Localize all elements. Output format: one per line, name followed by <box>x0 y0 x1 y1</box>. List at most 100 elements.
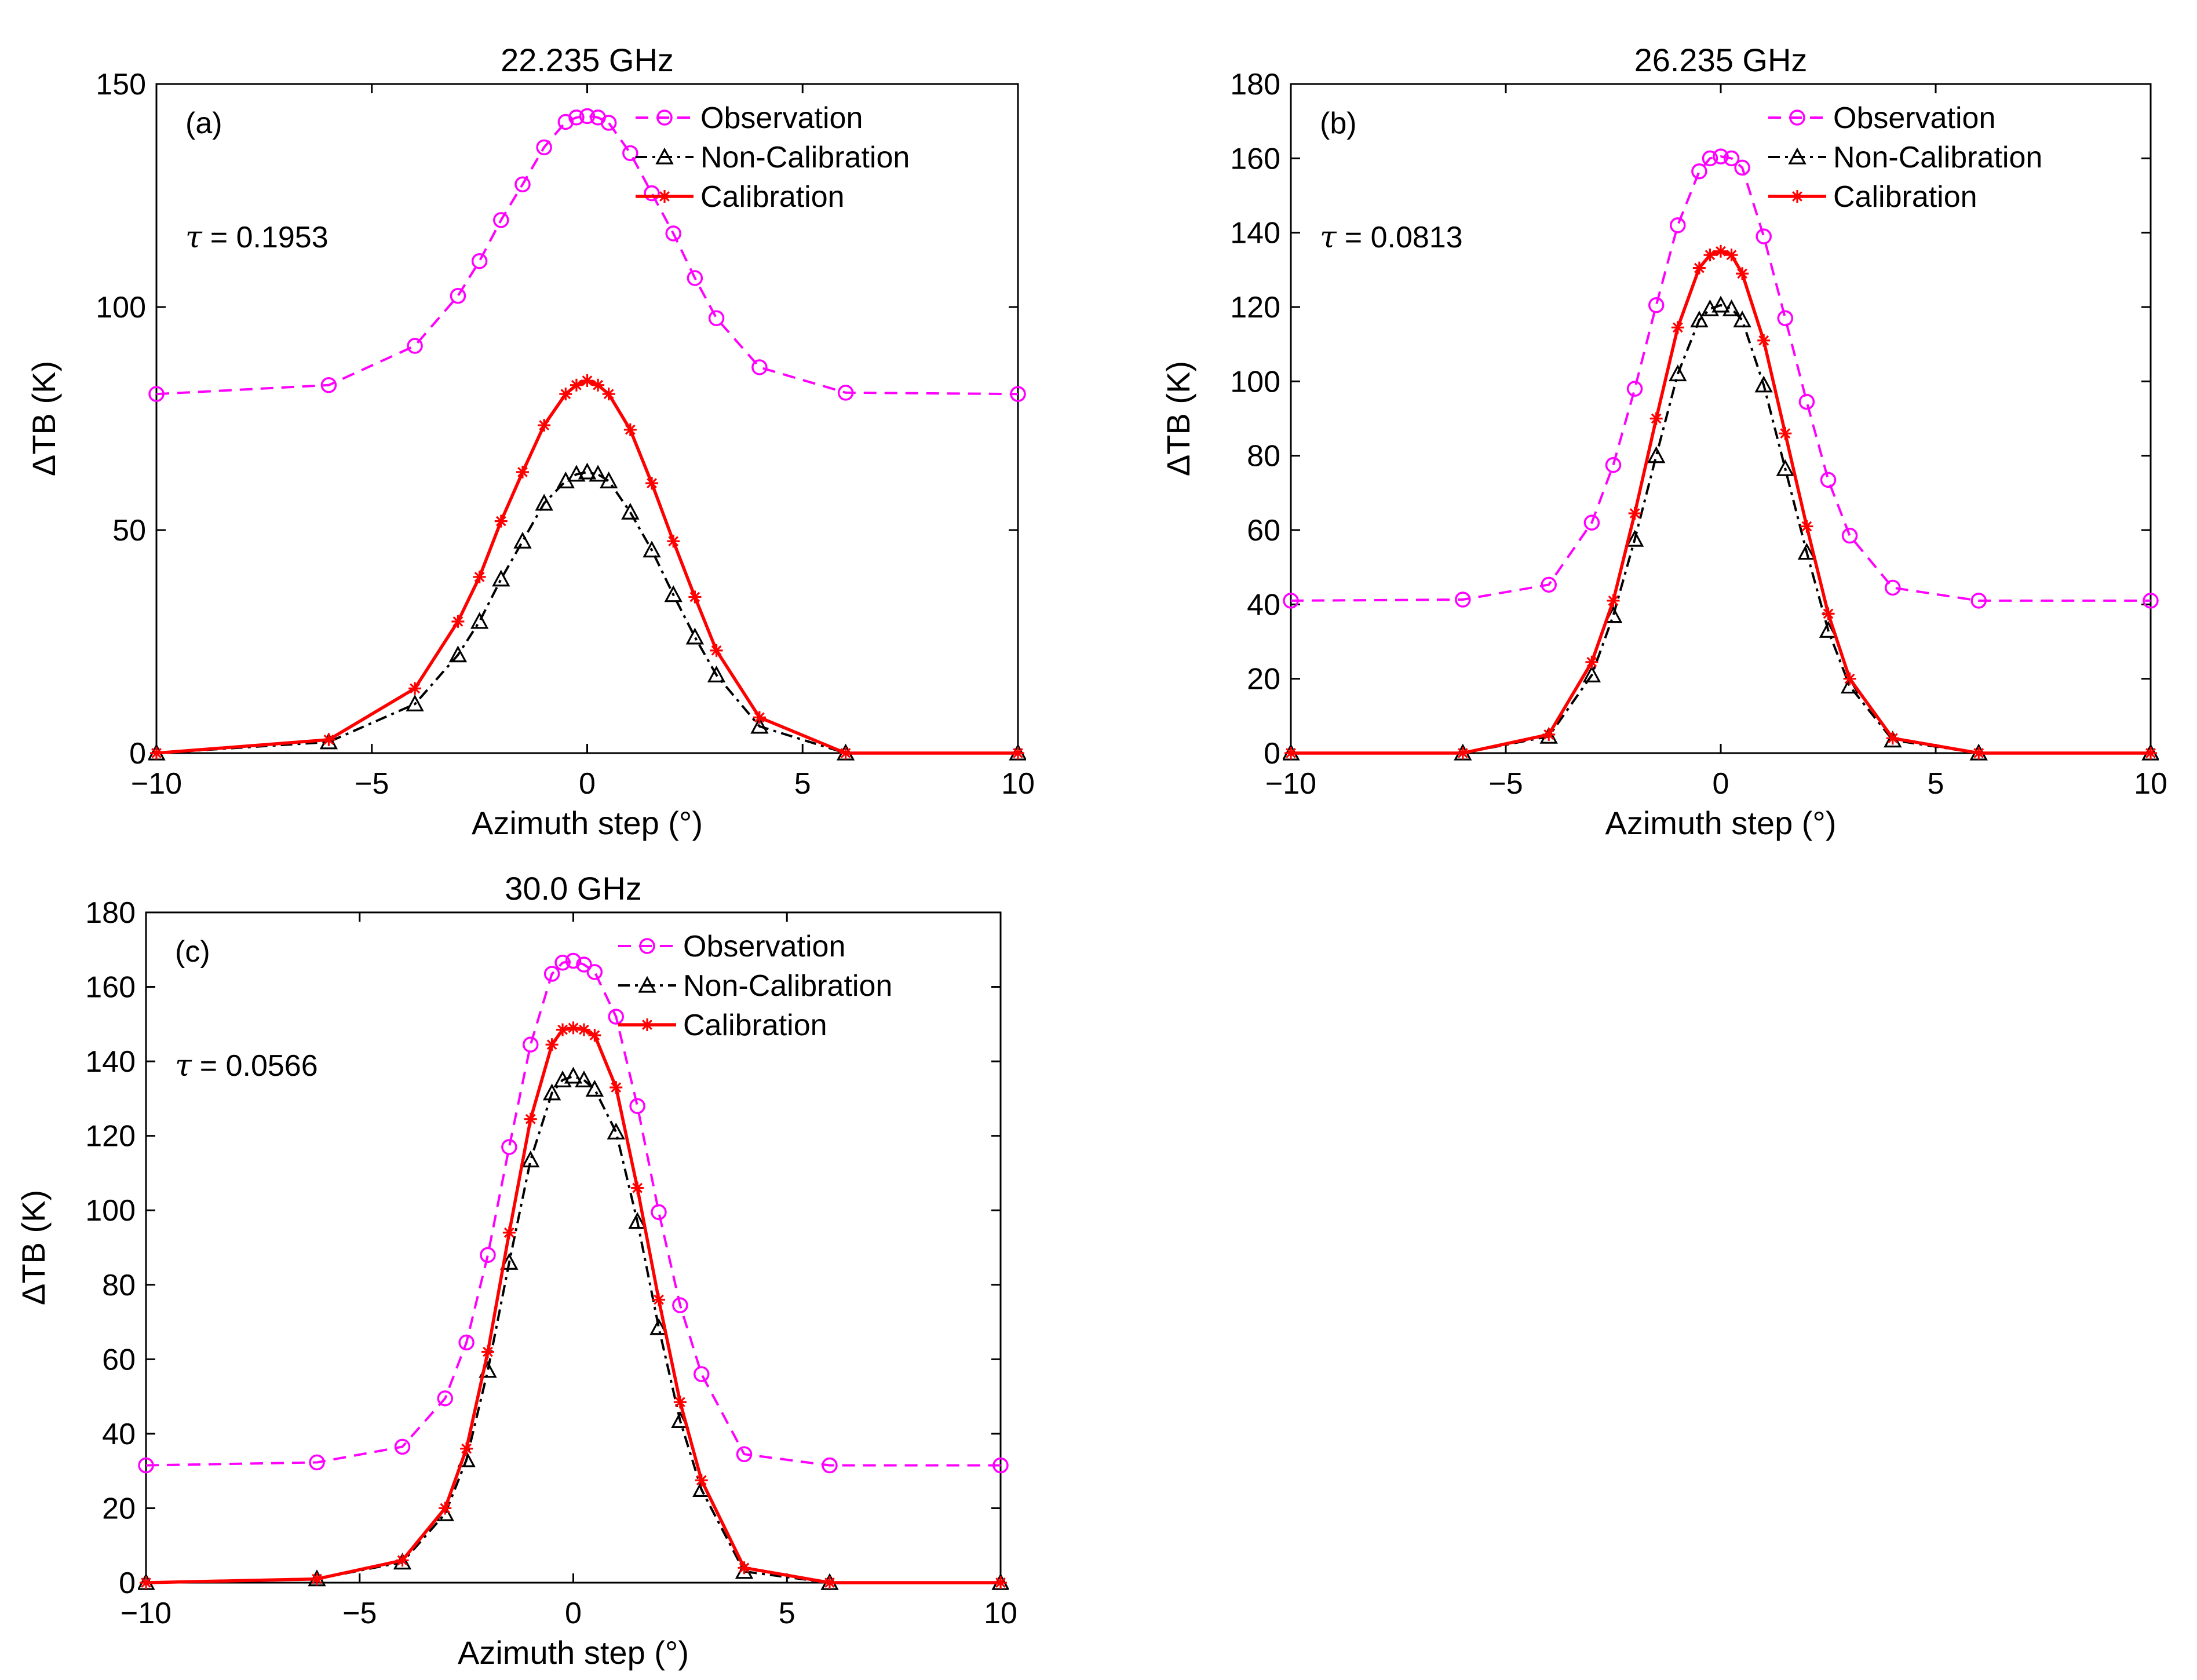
data-point-calibration <box>1585 655 1599 669</box>
data-point-calibration <box>1542 728 1556 741</box>
tau-annotation: τ = 0.0813 <box>1320 220 1463 255</box>
legend-label: Observation <box>683 930 845 963</box>
data-point-calibration <box>1012 747 1024 759</box>
legend-marker <box>1791 190 1804 203</box>
legend-marker <box>1788 147 1806 165</box>
data-point-calibration <box>839 747 852 759</box>
y-tick-label: 120 <box>1230 291 1280 324</box>
data-point-non-calibration <box>1754 375 1773 393</box>
data-point-observation <box>437 1390 453 1407</box>
data-point-observation <box>493 212 509 228</box>
data-point-calibration <box>1822 607 1835 620</box>
data-point-observation <box>1970 593 1987 609</box>
data-point-non-calibration <box>578 462 597 480</box>
legend-label: Calibration <box>700 180 845 214</box>
data-point-calibration <box>1886 732 1899 745</box>
data-point-observation <box>1541 576 1557 593</box>
data-point-non-calibration <box>685 627 705 645</box>
data-point-non-calibration <box>628 1212 647 1229</box>
data-point-observation <box>672 1297 688 1313</box>
data-point-observation <box>1010 386 1026 402</box>
data-point-observation <box>1583 514 1600 531</box>
series-line-non-calibration <box>145 1075 1001 1584</box>
data-point-calibration <box>592 378 605 392</box>
chart-title: 26.235 GHz <box>1634 42 1808 78</box>
data-point-observation <box>543 966 560 982</box>
y-tick-label: 150 <box>96 68 146 101</box>
data-point-calibration <box>610 1081 623 1094</box>
data-point-calibration <box>1714 244 1727 258</box>
data-point-calibration <box>1649 412 1663 425</box>
data-point-observation <box>514 176 531 192</box>
data-point-calibration <box>516 465 529 479</box>
data-point-calibration <box>570 378 583 392</box>
data-point-non-calibration <box>1625 529 1644 547</box>
data-point-calibration <box>311 1572 323 1586</box>
data-point-observation <box>992 1457 1009 1474</box>
data-point-calibration <box>567 1021 580 1035</box>
data-point-observation <box>1670 217 1686 233</box>
data-point-calibration <box>1692 261 1706 275</box>
y-axis-label: ΔTB (K) <box>15 1190 52 1305</box>
tau-symbol: τ <box>1320 220 1337 255</box>
legend-marker <box>656 109 673 126</box>
data-point-observation <box>1723 150 1740 167</box>
data-point-non-calibration <box>750 717 769 734</box>
data-point-observation <box>651 1204 667 1221</box>
series-group <box>1283 148 2159 761</box>
data-point-calibration <box>652 1293 665 1306</box>
x-tick-label: 10 <box>1001 767 1035 801</box>
data-point-calibration <box>738 1561 751 1575</box>
data-point-non-calibration <box>521 1151 540 1168</box>
data-point-calibration <box>1736 267 1749 280</box>
data-point-calibration <box>673 1396 687 1409</box>
data-point-calibration <box>396 1554 409 1567</box>
series-line-observation <box>145 959 1001 1467</box>
data-point-calibration <box>322 733 335 746</box>
data-point-calibration <box>753 711 766 724</box>
data-point-calibration <box>1703 249 1717 262</box>
data-point-observation <box>1455 591 1471 608</box>
data-point-calibration <box>1972 747 1986 759</box>
data-point-calibration <box>623 423 637 436</box>
data-point-calibration <box>1725 249 1738 262</box>
data-point-calibration <box>588 1029 601 1042</box>
data-point-calibration <box>1607 594 1620 607</box>
data-point-observation <box>579 108 596 125</box>
data-point-non-calibration <box>649 1318 668 1335</box>
data-point-calibration <box>1779 427 1792 440</box>
legend-marker <box>641 1018 654 1031</box>
y-tick-label: 20 <box>1247 663 1280 696</box>
x-axis-label: Azimuth step (°) <box>1605 805 1837 841</box>
y-tick-label: 80 <box>1247 440 1280 473</box>
data-point-calibration <box>602 388 615 401</box>
data-point-non-calibration <box>564 1067 583 1084</box>
data-point-calibration <box>460 1442 473 1455</box>
x-tick-label: 10 <box>2134 767 2167 801</box>
x-tick-label: 0 <box>1713 767 1729 801</box>
data-point-observation <box>568 109 585 126</box>
x-tick-label: −10 <box>121 1597 171 1630</box>
data-point-non-calibration <box>643 540 661 558</box>
data-point-non-calibration <box>607 1122 625 1140</box>
y-tick-label: 160 <box>1230 142 1280 176</box>
legend-marker <box>658 190 671 203</box>
data-point-non-calibration <box>664 585 683 602</box>
data-point-non-calibration <box>553 1070 572 1087</box>
data-point-observation <box>1798 393 1815 410</box>
legend-marker <box>639 938 655 954</box>
data-point-observation <box>480 1247 496 1263</box>
data-point-calibration <box>688 590 702 604</box>
data-point-non-calibration <box>1797 543 1816 560</box>
y-tick-label: 180 <box>1230 68 1280 101</box>
legend-label: Non-Calibration <box>1833 141 2042 174</box>
series-line-observation <box>1290 155 2151 602</box>
y-tick-label: 100 <box>1230 365 1280 399</box>
data-point-observation <box>837 385 854 401</box>
data-point-non-calibration <box>621 502 640 520</box>
data-point-observation <box>394 1438 411 1455</box>
data-point-observation <box>1626 381 1643 397</box>
data-point-observation <box>138 1457 154 1474</box>
